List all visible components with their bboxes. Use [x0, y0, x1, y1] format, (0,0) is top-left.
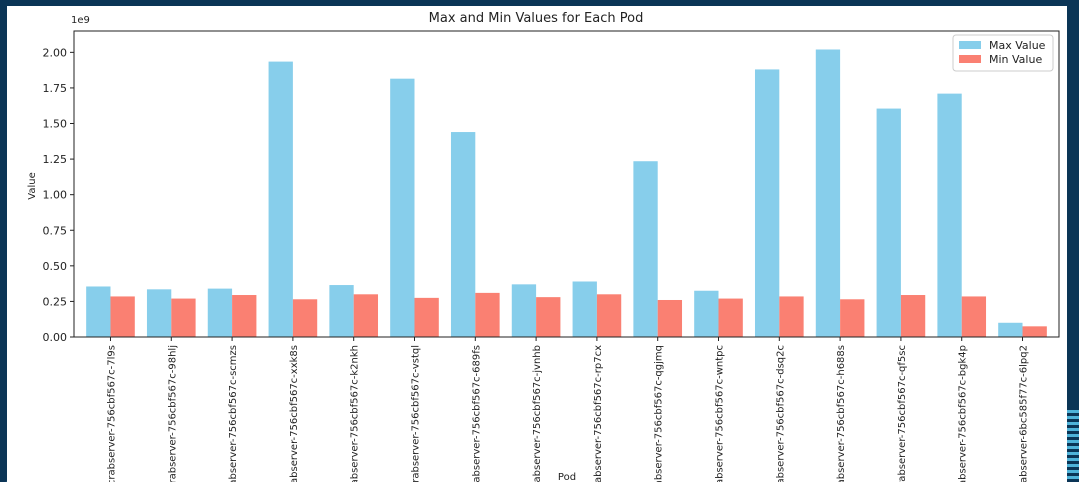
bar-max-5 — [390, 78, 415, 337]
x-tick-label: crabserver-756cbf567c-scmzs — [228, 345, 239, 482]
bar-max-3 — [268, 61, 293, 337]
y-tick-label: 0.25 — [43, 295, 68, 308]
plot-frame — [73, 30, 1060, 338]
chart-panel: Max and Min Values for Each Pod 1e9 Valu… — [7, 6, 1067, 482]
y-tick-label: 0.00 — [43, 331, 68, 344]
x-axis-label: Pod — [558, 472, 576, 482]
x-tick-label: crabserver-6bc585f77c-6lpq2 — [1019, 345, 1030, 482]
y-tick-label: 1.75 — [43, 82, 68, 95]
x-tick-label: crabserver-756cbf567c-vstql — [410, 345, 421, 482]
y-tick-label: 0.50 — [43, 260, 68, 273]
bar-min-11 — [779, 296, 804, 337]
x-tick-label: crabserver-756cbf567c-k2nkh — [350, 345, 361, 482]
bar-max-9 — [633, 161, 658, 337]
bar-max-4 — [329, 285, 354, 337]
bar-min-8 — [596, 294, 622, 337]
legend-label-0: Max Value — [989, 39, 1046, 52]
bar-max-13 — [876, 108, 901, 337]
x-tick-label: crabserver-756cbf567c-98hlj — [167, 345, 178, 482]
bar-max-6 — [450, 132, 476, 337]
decorative-stripe — [1067, 410, 1079, 482]
x-tick-label: crabserver-756cbf567c-rp7cx — [593, 345, 604, 482]
bar-chart: Max and Min Values for Each Pod 1e9 Valu… — [27, 11, 1060, 482]
y-tick-label: 2.00 — [43, 46, 68, 59]
x-tick-label: crabserver-756cbf567c-xxk8s — [289, 345, 300, 482]
x-tick-label: crabserver-756cbf567c-wntpc — [715, 345, 726, 482]
bar-min-3 — [292, 299, 318, 337]
bar-max-8 — [572, 281, 597, 337]
y-tick-label: 1.00 — [43, 189, 68, 202]
y-axis-label: Value — [27, 172, 38, 199]
legend-swatch-0 — [959, 41, 981, 49]
legend-swatch-1 — [959, 55, 981, 63]
chart-title: Max and Min Values for Each Pod — [429, 11, 644, 26]
bar-max-15 — [998, 322, 1023, 337]
y-offset-label: 1e9 — [71, 15, 90, 26]
bar-min-5 — [414, 297, 439, 337]
bar-min-10 — [718, 298, 743, 337]
x-tick-label: crabserver-756cbf567c-dsq2c — [775, 345, 786, 482]
bar-max-2 — [207, 288, 233, 337]
bar-min-13 — [900, 295, 926, 337]
y-tick-label: 1.25 — [43, 153, 68, 166]
bar-max-0 — [86, 286, 111, 337]
bar-max-1 — [146, 289, 172, 337]
bar-max-14 — [937, 93, 962, 337]
bar-min-2 — [232, 295, 257, 337]
bar-min-1 — [171, 298, 196, 337]
legend-label-1: Min Value — [989, 53, 1042, 66]
bar-min-14 — [961, 296, 987, 337]
x-tick-label: crabserver-756cbf567c-h688s — [836, 345, 847, 482]
plot-area: 0.00 0.25 0.50 0.75 1.00 1.25 1.50 1.75 2.00 crab… — [43, 30, 1060, 482]
x-tick-label: crabserver-756cbf567c-qgjmq — [654, 345, 665, 482]
x-tick-label: crabserver-756cbf567c-689fs — [471, 345, 482, 482]
bar-min-4 — [353, 294, 379, 337]
bar-min-15 — [1022, 326, 1047, 337]
bar-min-6 — [475, 292, 500, 337]
bar-max-11 — [754, 69, 780, 337]
x-tick-label: crabserver-756cbf567c-jvnhb — [532, 345, 543, 482]
bar-min-7 — [536, 297, 561, 337]
bar-min-9 — [657, 299, 683, 337]
bar-max-12 — [815, 49, 841, 338]
bar-max-10 — [694, 290, 719, 337]
x-tick-label: crabserver-756cbf567c-7l9s — [106, 345, 117, 482]
y-tick-label: 1.50 — [43, 118, 68, 131]
bar-min-12 — [840, 299, 865, 337]
bar-min-0 — [110, 296, 135, 337]
bar-max-7 — [511, 284, 537, 337]
x-tick-label: crabserver-756cbf567c-bgk4p — [958, 345, 969, 482]
y-tick-label: 0.75 — [43, 224, 68, 237]
x-tick-label: crabserver-756cbf567c-qf5sc — [897, 345, 908, 482]
